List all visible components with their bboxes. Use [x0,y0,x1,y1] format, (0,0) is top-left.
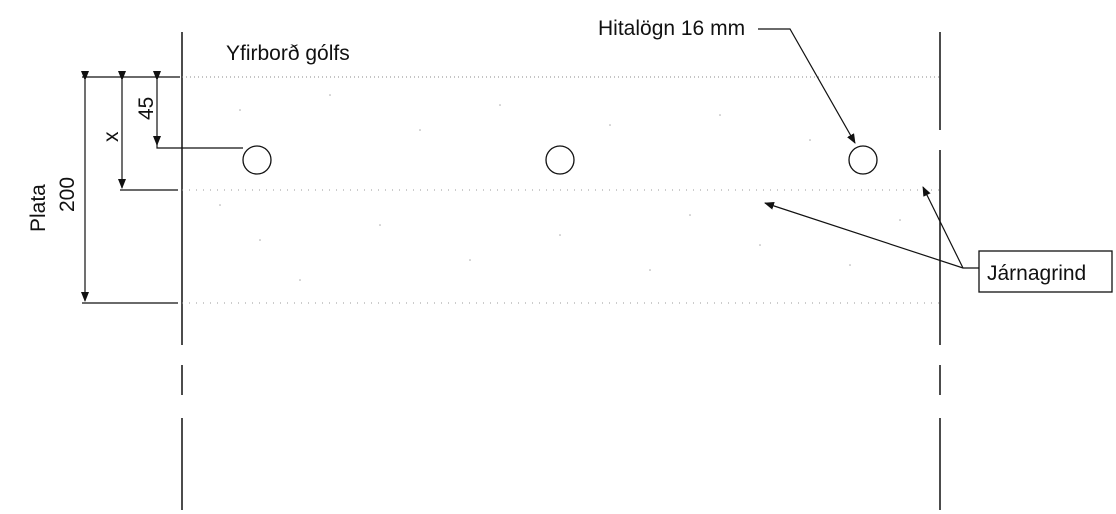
heating-pipe-leader [758,28,856,144]
pipe-depth-label: x [100,131,123,142]
floor-surface-label: Yfirborð gólfs [226,42,350,65]
heating-pipe-3 [848,145,878,175]
concrete-speckle [219,94,901,281]
cover-depth-label: 45 [135,97,158,120]
heating-pipe-2 [545,145,575,175]
slab-label: Plata [27,184,50,232]
rebar-label-box [978,250,1113,293]
heating-pipe-1 [242,145,272,175]
rebar-leader-2 [922,186,964,269]
heating-pipe-label: Hitalögn 16 mm [598,17,745,40]
slab-thickness-label: 200 [56,177,79,212]
rebar-mesh-label: Járnagrind [987,262,1086,285]
pipe-extension-line [156,141,243,149]
